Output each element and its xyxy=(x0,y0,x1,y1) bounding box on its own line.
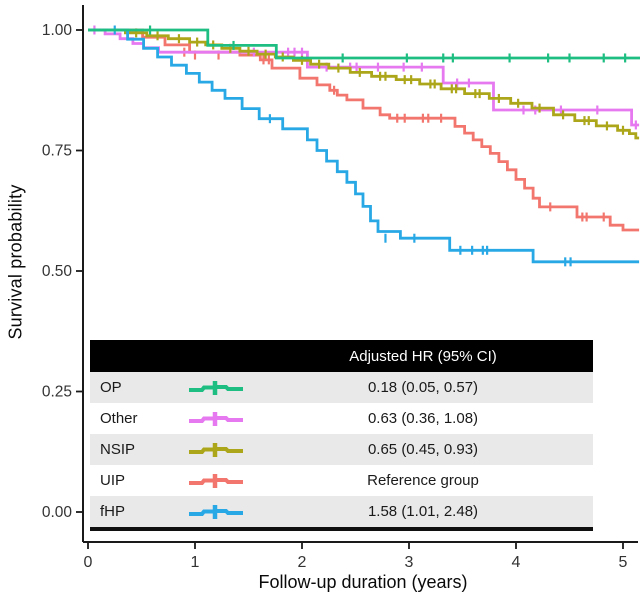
x-tick-label: 3 xyxy=(405,554,414,571)
x-tick-label: 4 xyxy=(512,554,521,571)
legend-table-header-label: Adjusted HR (95% CI) xyxy=(349,347,497,365)
legend-table-header: Adjusted HR (95% CI) xyxy=(90,340,593,372)
legend-row-hr-value: 0.18 (0.05, 0.57) xyxy=(367,379,479,396)
y-tick-label: 0.50 xyxy=(42,263,73,280)
x-tick-label: 0 xyxy=(84,554,93,571)
series-line-NSIP xyxy=(88,28,640,140)
legend-row-label: UIP xyxy=(100,472,126,489)
legend-row-label: fHP xyxy=(100,503,126,520)
y-tick-label: 0.75 xyxy=(42,143,72,160)
legend-line-sample-icon xyxy=(188,473,243,488)
legend-table-body: OP 0.18 (0.05, 0.57) Other 0.63 (0.36, 1.08… xyxy=(90,372,593,527)
legend-row-hr-value: 1.58 (1.01, 2.48) xyxy=(367,503,479,520)
legend-row-hr-value: 0.63 (0.36, 1.08) xyxy=(367,410,479,427)
legend-line-sample-icon xyxy=(188,380,243,395)
series-line-fHP xyxy=(88,28,640,264)
y-tick-label: 1.00 xyxy=(42,22,73,39)
y-axis-title: Survival probability xyxy=(5,184,26,340)
legend-line-sample-icon xyxy=(188,442,243,457)
legend-table-row-Other: Other 0.63 (0.36, 1.08) xyxy=(90,403,593,434)
x-tick-label: 5 xyxy=(619,554,628,571)
legend-row-hr-value: Reference group xyxy=(367,472,479,489)
legend-row-hr-value: 0.65 (0.45, 0.93) xyxy=(367,441,479,458)
y-tick-label: 0.25 xyxy=(42,384,72,401)
legend-line-sample-icon xyxy=(188,504,243,519)
legend-row-label: OP xyxy=(100,379,122,396)
x-tick-label: 1 xyxy=(191,554,200,571)
y-tick-label: 0.00 xyxy=(42,504,73,521)
legend-table-row-UIP: UIP Reference group xyxy=(90,465,593,496)
legend-row-label: Other xyxy=(100,410,138,427)
legend-table-row-NSIP: NSIP 0.65 (0.45, 0.93) xyxy=(90,434,593,465)
x-tick-label: 2 xyxy=(298,554,307,571)
legend-row-label: NSIP xyxy=(100,441,136,458)
legend-line-sample-icon xyxy=(188,411,243,426)
x-axis-title: Follow-up duration (years) xyxy=(258,572,468,592)
hr-legend-table: Adjusted HR (95% CI) OP 0.18 (0.05, 0.57)… xyxy=(90,340,593,531)
legend-table-row-fHP: fHP 1.58 (1.01, 2.48) xyxy=(90,496,593,527)
series-line-OP xyxy=(88,28,640,60)
legend-table-row-OP: OP 0.18 (0.05, 0.57) xyxy=(90,372,593,403)
